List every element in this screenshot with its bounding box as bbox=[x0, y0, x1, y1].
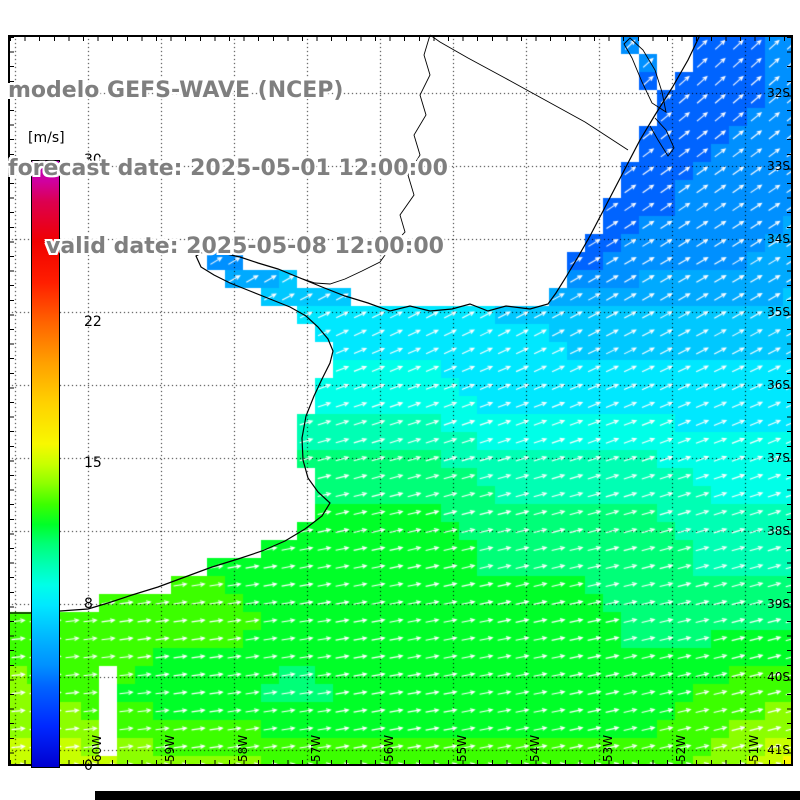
model-title: modelo GEFS-WAVE (NCEP) bbox=[8, 78, 344, 103]
border-line-0 bbox=[299, 34, 431, 285]
colorbar-unit-label: [m/s] bbox=[28, 130, 65, 146]
colorbar-gradient bbox=[31, 160, 60, 768]
colorbar-tick-label: 30 bbox=[84, 152, 102, 168]
plot-title-block: modelo GEFS-WAVE (NCEP) forecast date: 2… bbox=[8, 26, 448, 312]
valid-date: valid date: 2025-05-08 12:00:00 bbox=[46, 234, 444, 259]
colorbar-tick-label: 15 bbox=[84, 455, 102, 471]
border-line-2 bbox=[649, 117, 675, 157]
colorbar-tick-label: 0 bbox=[84, 758, 93, 774]
forecast-date: forecast date: 2025-05-01 12:00:00 bbox=[8, 156, 448, 181]
colorbar-tick-label: 22 bbox=[84, 313, 102, 330]
colorbar-tick-label: 8 bbox=[84, 596, 93, 613]
lagoon-outline-0 bbox=[623, 37, 667, 113]
border-line-1 bbox=[429, 34, 629, 151]
bottom-black-bar bbox=[95, 791, 800, 800]
coastline bbox=[8, 34, 701, 614]
